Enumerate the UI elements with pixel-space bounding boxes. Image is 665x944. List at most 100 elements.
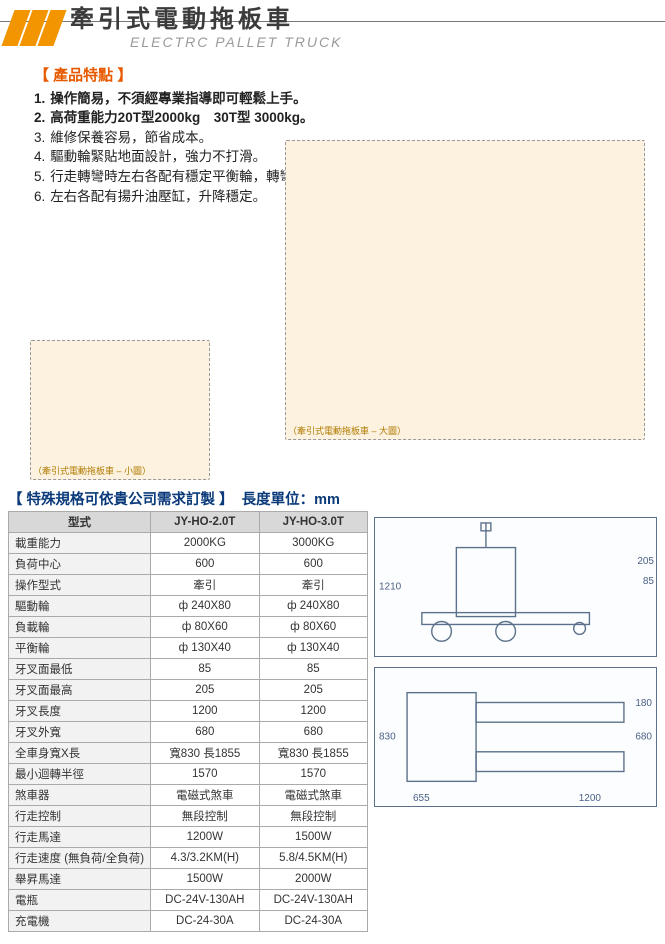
spec-row-label: 牙叉長度 <box>9 701 151 722</box>
feature-item: 2.高荷重能力20T型2000kg 30T型 3000kg。 <box>34 108 645 128</box>
spec-cell: 3000KG <box>259 533 367 554</box>
feature-item: 1.操作簡易，不須經專業指導即可輕鬆上手。 <box>34 89 645 109</box>
table-row: 牙叉面最高205205 <box>9 680 368 701</box>
spec-table: 型式 JY-HO-2.0T JY-HO-3.0T 載重能力2000KG3000K… <box>8 511 368 932</box>
spec-cell: 600 <box>259 554 367 575</box>
spec-cell: 電磁式煞車 <box>259 785 367 806</box>
spec-body: 型式 JY-HO-2.0T JY-HO-3.0T 載重能力2000KG3000K… <box>0 511 665 944</box>
spec-row-label: 最小迴轉半徑 <box>9 764 151 785</box>
spec-heading-unit: 長度單位：mm <box>242 492 340 508</box>
spec-cell: 205 <box>151 680 259 701</box>
spec-th-col2: JY-HO-3.0T <box>259 512 367 533</box>
spec-cell: 1570 <box>259 764 367 785</box>
feature-index: 4. <box>34 147 50 167</box>
table-row: 全車身寬X長寬830 長1855寬830 長1855 <box>9 743 368 764</box>
spec-th-label: 型式 <box>9 512 151 533</box>
diagram-top-view: 830 680 180 655 1200 <box>374 667 657 807</box>
spec-row-label: 負荷中心 <box>9 554 151 575</box>
table-row: 載重能力2000KG3000KG <box>9 533 368 554</box>
header-slashes-icon <box>8 10 60 46</box>
table-row: 舉昇馬達1500W2000W <box>9 869 368 890</box>
spec-cell: DC-24V-130AH <box>151 890 259 911</box>
spec-cell: 電磁式煞車 <box>151 785 259 806</box>
spec-cell: 牽引 <box>259 575 367 596</box>
spec-cell: 2000KG <box>151 533 259 554</box>
features-heading: 【 產品特點 】 <box>34 64 645 85</box>
spec-cell: 85 <box>151 659 259 680</box>
spec-row-label: 牙叉面最低 <box>9 659 151 680</box>
spec-cell: 1200 <box>151 701 259 722</box>
spec-row-label: 操作型式 <box>9 575 151 596</box>
table-row: 煞車器電磁式煞車電磁式煞車 <box>9 785 368 806</box>
feature-index: 2. <box>34 108 50 128</box>
dim-fork-low: 85 <box>643 576 654 587</box>
table-row: 行走馬達1200W1500W <box>9 827 368 848</box>
spec-heading-text: 【 特殊規格可依貴公司需求訂製 】 <box>8 492 234 508</box>
dim-width-overall: 830 <box>379 732 396 743</box>
dim-fork-length: 1200 <box>579 793 601 804</box>
table-row: 牙叉外寬680680 <box>9 722 368 743</box>
title-en: ELECTRC PALLET TRUCK <box>70 34 342 50</box>
spec-cell: 2000W <box>259 869 367 890</box>
spec-cell: ф 240X80 <box>151 596 259 617</box>
pallet-truck-image-large: （牽引式電動拖板車 – 大圖） <box>285 140 645 440</box>
spec-heading: 【 特殊規格可依貴公司需求訂製 】 長度單位：mm <box>8 488 657 509</box>
feature-text: 高荷重能力20T型2000kg 30T型 3000kg。 <box>50 108 313 128</box>
spec-cell: DC-24-30A <box>151 911 259 932</box>
spec-cell: 無段控制 <box>151 806 259 827</box>
spec-row-label: 驅動輪 <box>9 596 151 617</box>
feature-index: 1. <box>34 89 50 109</box>
spec-cell: 85 <box>259 659 367 680</box>
feature-index: 3. <box>34 128 50 148</box>
spec-cell: 1500W <box>151 869 259 890</box>
table-row: 充電機DC-24-30ADC-24-30A <box>9 911 368 932</box>
spec-cell: ф 130X40 <box>259 638 367 659</box>
spec-cell: 1200W <box>151 827 259 848</box>
table-row: 行走速度 (無負荷/全負荷)4.3/3.2KM(H)5.8/4.5KM(H) <box>9 848 368 869</box>
spec-row-label: 載重能力 <box>9 533 151 554</box>
spec-cell: ф 130X40 <box>151 638 259 659</box>
table-row: 電瓶DC-24V-130AHDC-24V-130AH <box>9 890 368 911</box>
feature-text: 驅動輪緊貼地面設計，強力不打滑。 <box>50 147 266 167</box>
spec-row-label: 行走控制 <box>9 806 151 827</box>
spec-table-header-row: 型式 JY-HO-2.0T JY-HO-3.0T <box>9 512 368 533</box>
header-titles: 牽引式電動拖板車 ELECTRC PALLET TRUCK <box>70 6 342 50</box>
feature-index: 6. <box>34 187 50 207</box>
table-row: 負荷中心600600 <box>9 554 368 575</box>
spec-cell: 牽引 <box>151 575 259 596</box>
dim-fork-tine: 180 <box>635 698 652 709</box>
hero-area: （牽引式電動拖板車 – 大圖） （牽引式電動拖板車 – 小圖） <box>20 210 645 480</box>
table-row: 平衡輪ф 130X40ф 130X40 <box>9 638 368 659</box>
spec-cell: 寬830 長1855 <box>259 743 367 764</box>
spec-cell: ф 240X80 <box>259 596 367 617</box>
spec-cell: 1570 <box>151 764 259 785</box>
spec-cell: 無段控制 <box>259 806 367 827</box>
table-row: 牙叉面最低8585 <box>9 659 368 680</box>
spec-row-label: 電瓶 <box>9 890 151 911</box>
spec-cell: 1500W <box>259 827 367 848</box>
table-row: 負載輪ф 80X60ф 80X60 <box>9 617 368 638</box>
spec-cell: 5.8/4.5KM(H) <box>259 848 367 869</box>
table-row: 行走控制無段控制無段控制 <box>9 806 368 827</box>
dim-height-overall: 1210 <box>379 582 401 593</box>
dim-body-length: 655 <box>413 793 430 804</box>
spec-row-label: 煞車器 <box>9 785 151 806</box>
spec-cell: 600 <box>151 554 259 575</box>
spec-row-label: 舉昇馬達 <box>9 869 151 890</box>
title-cn: 牽引式電動拖板車 <box>70 6 342 34</box>
spec-cell: 1200 <box>259 701 367 722</box>
spec-row-label: 牙叉外寬 <box>9 722 151 743</box>
spec-cell: DC-24V-130AH <box>259 890 367 911</box>
side-view-icon <box>375 518 656 656</box>
table-row: 操作型式牽引牽引 <box>9 575 368 596</box>
page-header: 牽引式電動拖板車 ELECTRC PALLET TRUCK <box>0 0 665 60</box>
spec-cell: ф 80X60 <box>259 617 367 638</box>
spec-row-label: 充電機 <box>9 911 151 932</box>
table-row: 最小迴轉半徑15701570 <box>9 764 368 785</box>
spec-cell: 680 <box>259 722 367 743</box>
diagrams-column: 1210 205 85 830 680 180 655 <box>374 511 657 807</box>
spec-row-label: 行走馬達 <box>9 827 151 848</box>
feature-text: 操作簡易，不須經專業指導即可輕鬆上手。 <box>50 89 307 109</box>
spec-cell: 680 <box>151 722 259 743</box>
spec-cell: 4.3/3.2KM(H) <box>151 848 259 869</box>
